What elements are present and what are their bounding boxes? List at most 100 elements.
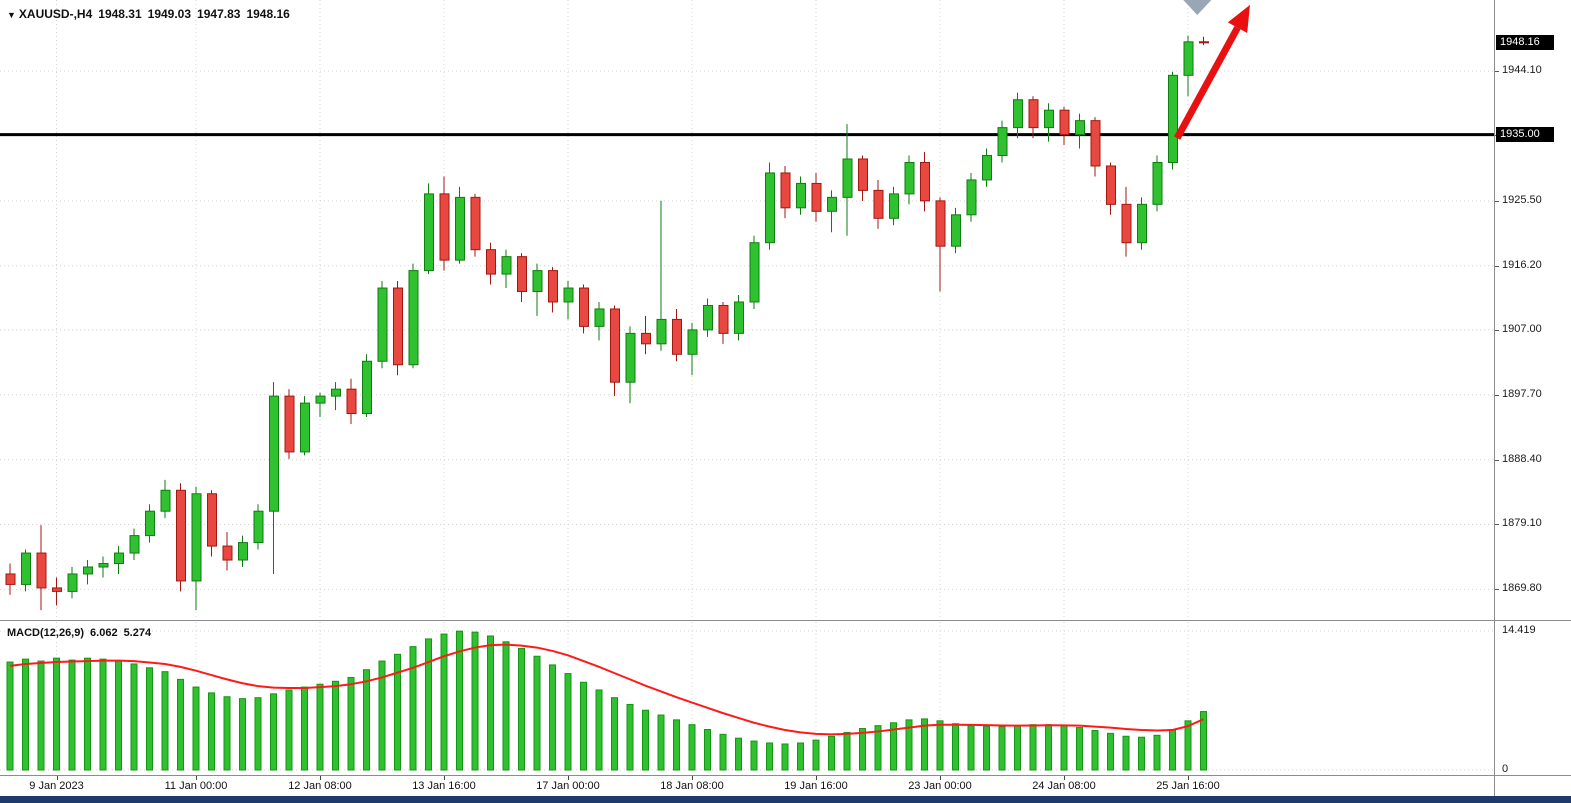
macd-bar [332,680,339,771]
macd-bar [580,681,587,771]
macd-bar [347,676,355,771]
macd-bar [316,683,324,771]
macd-bar [409,646,417,771]
time-axis-tickmark [692,776,693,780]
macd-axis-zero-label: 0 [1502,763,1509,775]
macd-bar [673,719,680,771]
macd-bar [254,697,262,771]
macd-bar [936,720,944,771]
macd-bar [99,658,107,771]
candle-body [346,388,357,415]
candle-body [1121,203,1132,244]
gray-triangle-annotation[interactable] [1183,0,1212,15]
macd-bar [843,731,851,771]
macd-bar [859,728,866,771]
macd-bar [502,641,510,771]
macd-bar [905,719,913,771]
candle-body [253,510,264,544]
macd-histogram [6,630,1207,771]
macd-bar [208,692,215,771]
macd-bar [533,655,541,771]
macd-bar [239,698,246,771]
price-axis-label: 1897.70 [1502,387,1542,400]
trend-arrow-shaft[interactable] [1174,26,1241,140]
candle-body [858,158,868,191]
candle-body [238,542,248,561]
candle-body [827,196,837,212]
macd-bar [1107,732,1114,771]
candle-body [1137,203,1147,244]
macd-bar [998,726,1006,771]
time-axis-label: 17 Jan 00:00 [536,780,600,792]
price-axis-separator [1494,0,1495,797]
macd-bar [84,657,91,771]
price-axis-label: 1907.00 [1502,322,1542,335]
time-axis-label: 23 Jan 00:00 [908,780,972,792]
macd-chart-canvas[interactable] [0,622,1494,775]
macd-bar [285,689,293,771]
macd-bar [781,743,789,771]
candle-body [269,395,279,512]
candle-body [532,270,543,293]
candle-body [920,161,930,202]
macd-bar [719,733,727,771]
macd-bar [68,659,76,771]
candle-body [284,395,295,453]
time-axis-tickmark [940,776,941,780]
price-axis-tickmark [1495,589,1499,591]
macd-bar [130,663,138,771]
candle-body [1106,165,1116,205]
macd-bar [1076,727,1083,771]
candle-body [594,308,605,327]
price-axis-label: 1869.80 [1502,582,1542,595]
candle-body [470,196,481,251]
macd-bar [952,723,959,771]
macd-bar [425,638,432,771]
macd-bar [1153,734,1161,771]
candle-body [889,193,899,219]
price-axis-label: 1916.20 [1502,258,1542,271]
time-axis[interactable]: 9 Jan 2023 11 Jan 00:00 12 Jan 08:00 13 Jan… [0,776,1494,797]
candle-body [455,196,465,261]
time-axis-tickmark [196,776,197,780]
pane-divider[interactable] [0,620,1571,621]
candle-body [734,301,744,334]
candle-body [1183,41,1194,76]
macd-bar [983,726,990,771]
price-chart-canvas[interactable] [0,0,1494,620]
macd-axis-max-label: 14.419 [1502,624,1536,636]
ohlc-open: 1948.31 [98,7,142,21]
macd-bar [890,722,897,771]
macd-bar [192,686,200,771]
candle-body [966,179,977,216]
candle-body [904,161,915,195]
macd-bar [161,671,169,771]
macd-bar [611,697,618,771]
time-axis-tickmark [56,776,58,780]
macd-bar [1045,724,1052,771]
trend-arrow-head[interactable] [1227,4,1250,33]
candle-body [718,304,729,334]
current-price-badge: 1948.16 [1496,34,1554,50]
macd-bar [657,714,665,771]
candle-body [114,552,124,565]
candle-body [21,552,31,585]
macd-bar [53,657,60,771]
candle-body [1090,120,1101,167]
price-axis-tickmark [1495,200,1499,202]
macd-bar [1184,720,1192,771]
macd-signal-value: 5.274 [123,627,152,639]
macd-bar [146,667,153,771]
price-axis-label: 1944.10 [1502,64,1542,77]
candle-body [1199,41,1209,44]
symbol-marker-icon: ▼ [7,10,16,20]
candle-body [765,172,775,244]
macd-bar [1014,725,1021,771]
price-axis[interactable]: 1948.16 1935.00 1944.101935.001925.50191… [1495,0,1571,775]
macd-bar [967,725,975,771]
macd-bar [1122,735,1130,771]
price-axis-tickmark [1495,329,1499,331]
candle-body [563,287,574,303]
price-axis-tickmark [1495,394,1499,396]
